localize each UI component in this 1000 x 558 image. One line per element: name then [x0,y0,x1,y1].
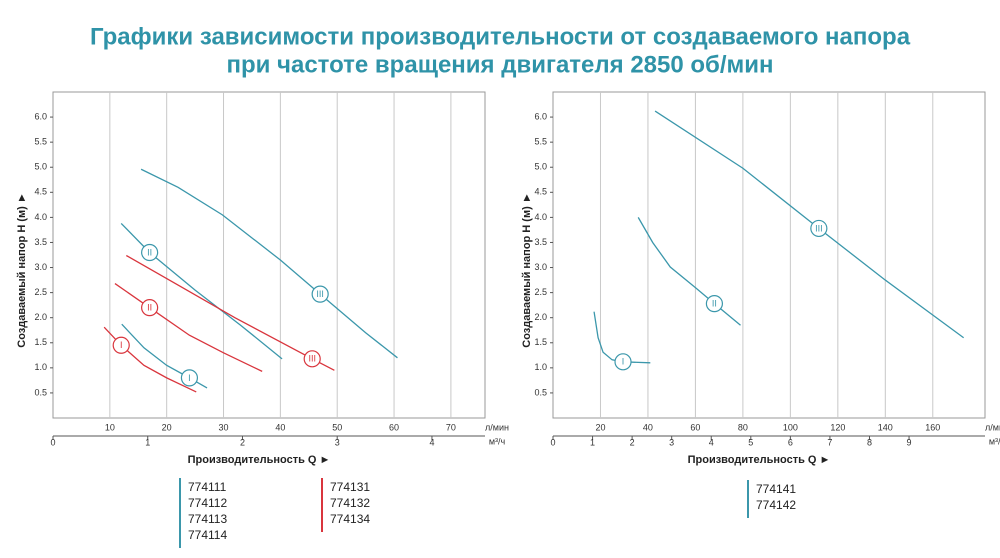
x2-tick-label: 0 [550,437,555,447]
y-tick-label: 1.0 [34,362,47,372]
y-tick-label: 4.5 [534,187,547,197]
curve-label-circle [311,285,329,303]
plot-frame [52,91,486,419]
curve-label: II [147,247,152,257]
x-tick-label: 60 [690,422,700,432]
y-tick-label: 3.5 [34,237,47,247]
curve [120,222,283,360]
curve [637,217,741,326]
curve-label: I [120,340,123,350]
curve-label-circle [180,369,199,387]
x2-tick-label: 4 [429,437,434,447]
x-tick-label: 30 [219,422,229,432]
x2-tick-label: 0 [50,437,55,447]
y-tick-label: 1.5 [534,337,547,347]
curve-label-circle [141,243,159,262]
legend-item: 774111 [188,480,227,494]
x-axis-title: Производительность Q ► [688,454,831,466]
x-tick-label: 100 [783,422,798,432]
x2-unit: м³/ч [989,436,1000,446]
legend-item: 774134 [330,512,370,526]
title-line: Графики зависимости производительности о… [90,23,911,50]
y-tick-label: 4.5 [34,187,47,197]
y-tick-label: 0.5 [34,387,47,397]
curve [140,168,398,359]
x-unit: л/мин [485,422,509,432]
legend-item: 774142 [756,498,796,512]
y-axis-title: Создаваемый напор H (м) ► [16,192,28,347]
y-tick-label: 2.5 [34,287,47,297]
x-tick-label: 120 [830,422,845,432]
curve-label: III [815,223,823,233]
x2-tick-label: 3 [669,437,674,447]
y-tick-label: 5.0 [34,162,47,172]
y-tick-label: 5.5 [34,137,47,147]
x2-tick-label: 5 [748,437,753,447]
y-tick-label: 0.5 [534,387,547,397]
curve-label-circle [303,350,321,368]
curve-label-circle [810,219,828,238]
curve [654,110,965,339]
x2-tick-label: 2 [630,437,635,447]
x-unit: л/мин [985,422,1000,432]
legend-item: 774113 [188,512,227,526]
x-axis-title: Производительность Q ► [188,454,331,466]
x2-tick-label: 2 [240,437,245,447]
x-tick-label: 40 [643,422,653,432]
y-tick-label: 6.0 [534,111,547,121]
x2-tick-label: 3 [335,437,340,447]
x-tick-label: 10 [105,422,115,432]
x2-tick-label: 7 [827,437,832,447]
curve-label: II [712,299,717,309]
legend-item: 774131 [330,480,370,494]
x-tick-label: 20 [595,422,605,432]
legend-item: 774132 [330,496,370,510]
x2-tick-label: 6 [788,437,793,447]
curve-label: III [308,354,316,364]
y-tick-label: 1.5 [34,337,47,347]
curve-label-circle [614,353,632,371]
curve-label: II [147,303,152,313]
curve-label: I [188,373,191,383]
x-tick-label: 60 [389,422,399,432]
y-tick-label: 2.0 [534,312,547,322]
x-tick-label: 40 [275,422,285,432]
y-tick-label: 4.0 [534,212,547,222]
x-tick-label: 50 [332,422,342,432]
x2-tick-label: 1 [590,437,595,447]
y-tick-label: 5.0 [534,162,547,172]
x2-tick-label: 9 [907,437,912,447]
x2-tick-label: 8 [867,437,872,447]
x-tick-label: 70 [446,422,456,432]
y-axis-title: Создаваемый напор H (м) ► [521,192,533,347]
x2-tick-label: 4 [709,437,714,447]
curve-label: III [316,289,324,299]
y-tick-label: 4.0 [34,212,47,222]
y-tick-label: 2.5 [534,287,547,297]
y-tick-label: 6.0 [34,111,47,121]
y-tick-label: 5.5 [534,137,547,147]
curve-label-circle [112,336,130,354]
curve-label: I [622,357,625,367]
y-tick-label: 2.0 [34,312,47,322]
title-line: при частоте вращения двигателя 2850 об/м… [226,51,773,78]
x2-tick-label: 1 [145,437,150,447]
y-tick-label: 3.5 [534,237,547,247]
legend-item: 774141 [756,482,796,496]
x-tick-label: 160 [925,422,940,432]
x-tick-label: 140 [878,422,893,432]
legend-item: 774114 [188,528,227,542]
curve-label-circle [705,295,724,313]
legend-item: 774112 [188,496,227,510]
y-tick-label: 1.0 [534,362,547,372]
curve [114,283,263,372]
x-tick-label: 20 [162,422,172,432]
curve-label-circle [141,299,159,317]
y-tick-label: 3.0 [534,262,547,272]
x-tick-label: 80 [738,422,748,432]
y-tick-label: 3.0 [34,262,47,272]
plot-frame [552,91,986,419]
x2-unit: м³/ч [489,436,506,446]
